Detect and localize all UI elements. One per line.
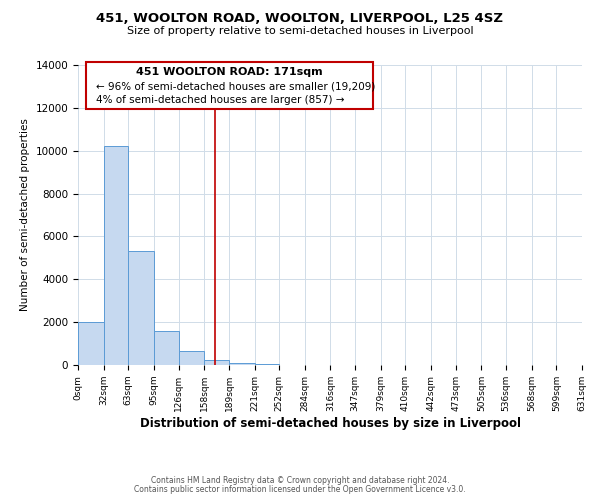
- Text: 4% of semi-detached houses are larger (857) →: 4% of semi-detached houses are larger (8…: [95, 95, 344, 105]
- Text: 451, WOOLTON ROAD, WOOLTON, LIVERPOOL, L25 4SZ: 451, WOOLTON ROAD, WOOLTON, LIVERPOOL, L…: [97, 12, 503, 26]
- FancyBboxPatch shape: [86, 62, 373, 108]
- Bar: [229, 363, 254, 365]
- Bar: [78, 322, 104, 365]
- Bar: [154, 330, 179, 365]
- Bar: [179, 351, 204, 365]
- Text: 451 WOOLTON ROAD: 171sqm: 451 WOOLTON ROAD: 171sqm: [136, 66, 323, 76]
- Text: Size of property relative to semi-detached houses in Liverpool: Size of property relative to semi-detach…: [127, 26, 473, 36]
- X-axis label: Distribution of semi-detached houses by size in Liverpool: Distribution of semi-detached houses by …: [139, 416, 521, 430]
- Bar: [254, 364, 279, 365]
- Y-axis label: Number of semi-detached properties: Number of semi-detached properties: [20, 118, 30, 312]
- Text: Contains public sector information licensed under the Open Government Licence v3: Contains public sector information licen…: [134, 485, 466, 494]
- Text: ← 96% of semi-detached houses are smaller (19,209): ← 96% of semi-detached houses are smalle…: [95, 82, 375, 92]
- Text: Contains HM Land Registry data © Crown copyright and database right 2024.: Contains HM Land Registry data © Crown c…: [151, 476, 449, 485]
- Bar: [204, 360, 229, 365]
- Bar: [128, 252, 154, 365]
- Bar: [104, 146, 128, 365]
